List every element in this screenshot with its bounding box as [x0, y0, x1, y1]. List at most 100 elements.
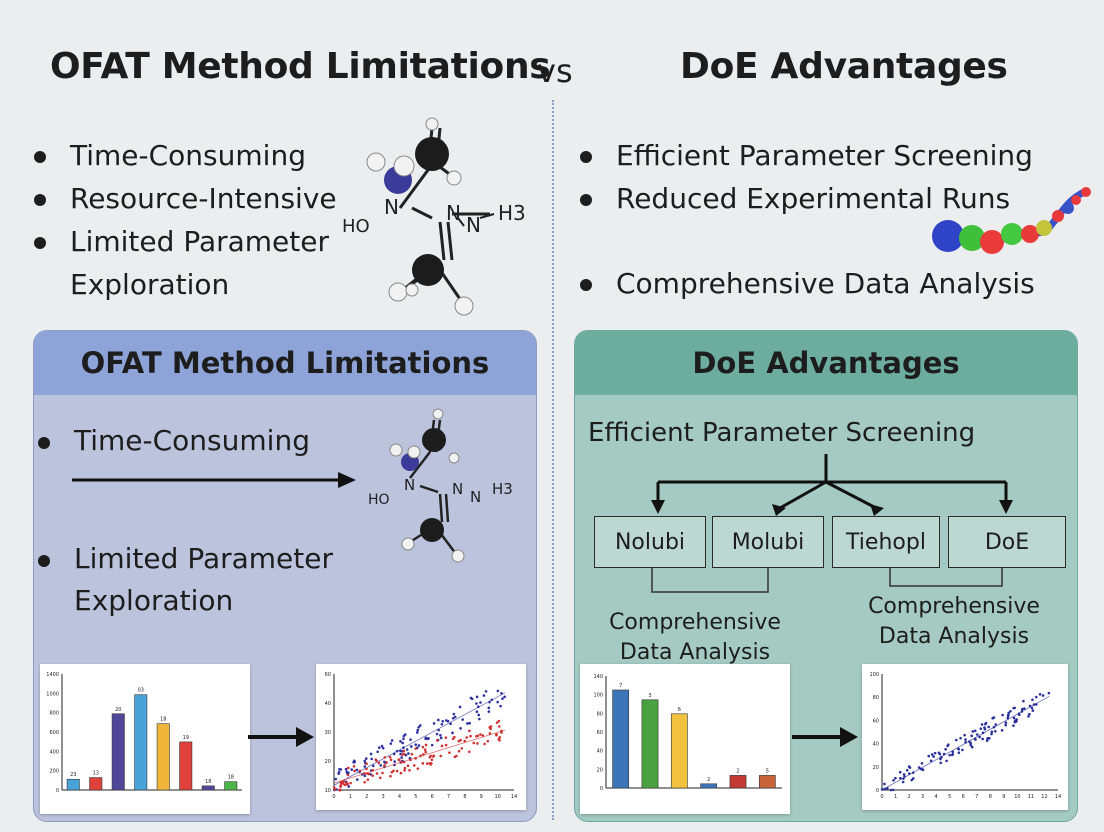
scatter-point — [475, 734, 478, 738]
scatter-point — [971, 730, 975, 733]
bar — [134, 694, 148, 791]
scatter-point — [439, 733, 442, 737]
scatter-point — [409, 738, 412, 741]
bar-value-label: 18 — [228, 775, 234, 781]
scatter-point — [1030, 706, 1034, 710]
scatter-point — [365, 762, 368, 766]
scatter-point — [1047, 691, 1051, 695]
scatter-point — [496, 689, 500, 693]
bar — [156, 723, 170, 791]
scatter-point — [388, 755, 392, 759]
scatter-point — [970, 745, 974, 749]
x-tick-label: 9 — [480, 794, 483, 800]
scatter-point — [383, 764, 386, 767]
scatter-point — [461, 718, 464, 721]
y-tick-label: 400 — [49, 749, 59, 755]
svg-text:N: N — [470, 488, 481, 506]
doe-scatter-card: 100 80 60 40 20 0 0 1 2 3 4 5 6 7 8 9 10 11 12 14 — [862, 664, 1068, 810]
scatter-point — [981, 737, 984, 741]
scatter-point — [399, 771, 403, 775]
scatter-point — [946, 744, 949, 748]
scatter-point — [377, 746, 381, 750]
y-tick-label: 800 — [49, 711, 59, 717]
bar — [201, 785, 215, 791]
y-tick-label: 140 — [593, 674, 603, 680]
bar-value-label: 2 — [736, 768, 739, 774]
scatter-point — [430, 743, 434, 747]
scatter-point — [498, 725, 501, 728]
scatter-point — [339, 784, 343, 787]
scatter-point — [415, 731, 419, 734]
scatter-point — [389, 742, 393, 745]
scatter-point — [1028, 712, 1031, 716]
scatter-point — [441, 719, 445, 723]
trend-line — [881, 695, 1050, 791]
scatter-point — [973, 729, 977, 733]
y-tick-label: 60 — [873, 718, 879, 724]
scatter-point — [426, 762, 429, 765]
tree-connectors — [651, 454, 1013, 593]
scatter-point — [403, 766, 407, 770]
right-bullet: Comprehensive Data Analysis — [578, 262, 1078, 305]
scatter-point — [414, 743, 418, 746]
scatter-point — [488, 732, 492, 735]
bar-value-label: 20 — [115, 707, 121, 713]
scatter-point — [475, 695, 479, 699]
y-tick-label: 20 — [873, 765, 879, 771]
scatter-point — [975, 733, 979, 736]
bar-value-label: 5 — [766, 768, 769, 774]
bar-value-label: 23 — [70, 772, 76, 778]
x-tick-label: 6 — [962, 794, 965, 800]
bar — [729, 775, 747, 789]
bullet-dot — [580, 279, 592, 291]
bar-value-label: 3 — [648, 693, 651, 699]
scatter-point — [910, 778, 914, 782]
scatter-point — [448, 751, 451, 754]
scatter-point — [370, 757, 373, 761]
scatter-point — [397, 758, 401, 761]
scatter-point — [482, 694, 486, 697]
scatter-point — [410, 752, 414, 756]
scatter-point — [964, 738, 967, 741]
scatter-point — [379, 776, 382, 780]
y-tick-label: 20 — [325, 759, 331, 765]
x-tick-label: 5 — [948, 794, 951, 800]
scatter-point — [333, 788, 337, 791]
scatter-point — [479, 733, 482, 736]
scatter-point — [399, 749, 402, 753]
scatter-point — [954, 738, 958, 742]
scatter-point — [358, 769, 362, 773]
scatter-point — [408, 768, 411, 772]
bar-value-label: 2 — [707, 777, 710, 783]
bar-value-label: 18 — [160, 717, 166, 723]
scatter-point — [957, 751, 961, 755]
scatter-point — [894, 776, 897, 780]
tree-node-nolubi: Nolubi — [594, 516, 706, 568]
scatter-point — [435, 732, 439, 736]
scatter-point — [389, 758, 393, 762]
scatter-point — [1038, 693, 1042, 696]
scatter-point — [463, 739, 467, 743]
scatter-point — [421, 762, 425, 765]
scatter-point — [489, 725, 493, 728]
left-bullet: Time-Consuming — [32, 134, 362, 177]
x-tick-label: 0 — [332, 794, 335, 800]
scatter-point — [476, 742, 479, 745]
scatter-point — [347, 766, 350, 770]
scatter-point — [948, 753, 951, 757]
scatter-point — [418, 724, 422, 727]
scatter-point — [495, 733, 498, 737]
x-tick-label: 7 — [975, 794, 978, 800]
scatter-point — [945, 759, 948, 763]
ofat-panel-bullet: Time-Consuming — [36, 420, 356, 462]
x-tick-label: 7 — [447, 794, 450, 800]
scatter-point — [963, 733, 966, 737]
x-tick-label: 1 — [349, 794, 352, 800]
scatter-point — [424, 743, 428, 747]
scatter-point — [383, 760, 386, 764]
bar-value-label: 18 — [205, 779, 211, 785]
scatter-point — [437, 718, 440, 722]
bullet-dot — [34, 237, 46, 249]
scatter-point — [337, 772, 340, 775]
scatter-point — [363, 765, 367, 768]
